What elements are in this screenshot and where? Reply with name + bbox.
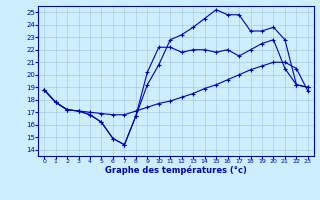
X-axis label: Graphe des températures (°c): Graphe des températures (°c) (105, 166, 247, 175)
